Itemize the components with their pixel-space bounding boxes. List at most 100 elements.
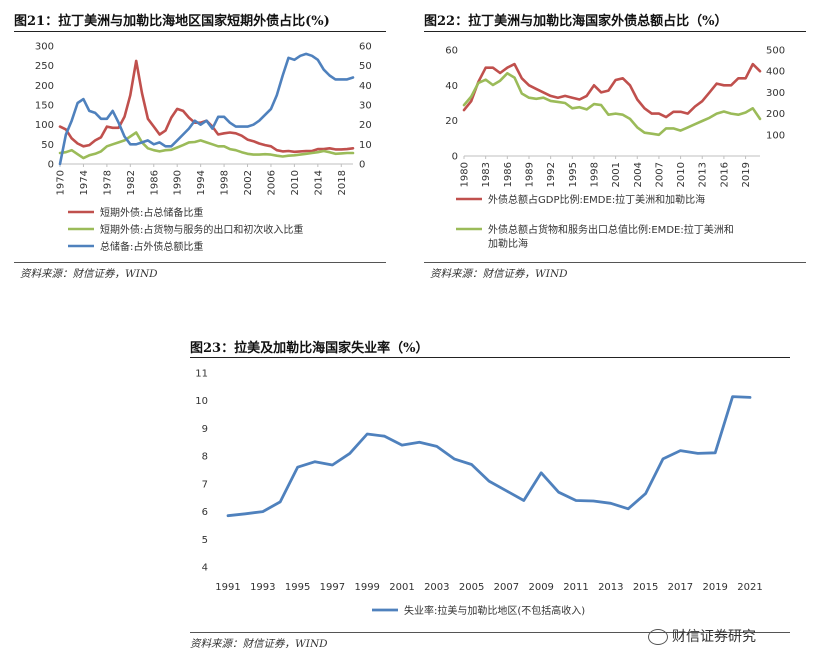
series-line-1 (226, 395, 752, 518)
x-tick-label: 2015 (633, 582, 658, 593)
y-right-tick-label: 300 (766, 88, 785, 99)
watermark: 财信证券研究 (648, 626, 756, 646)
y-right-tick-label: 100 (766, 130, 785, 141)
y-right-tick-label: 500 (766, 46, 785, 57)
x-tick-label: 2001 (611, 162, 622, 187)
y-right-tick-label: 20 (359, 120, 372, 131)
x-tick-label: 1995 (568, 162, 579, 187)
x-tick-label: 2014 (313, 170, 324, 195)
x-tick-label: 1982 (126, 170, 137, 195)
chart22-title: 图22：拉丁美洲与加勒比海国家外债总额占比（%） (424, 14, 728, 29)
x-tick-label: 1998 (589, 162, 600, 187)
x-tick-label: 1980 (460, 162, 471, 187)
x-tick-label: 1990 (173, 170, 184, 195)
series-line-2 (58, 131, 355, 160)
x-tick-label: 2005 (459, 582, 484, 593)
chart21-bottom-rule (14, 262, 386, 263)
chart23: 4 5 6 7 8 9 10 11 1991 1993 1995 1997 1999 2001 2003 20… (195, 369, 762, 618)
x-tick-label: 1983 (481, 162, 492, 187)
x-tick-label: 1989 (524, 162, 535, 187)
y-left-tick-label: 200 (35, 81, 54, 92)
y-right-tick-label: 60 (359, 42, 372, 53)
y-left-tick-label: 300 (35, 42, 54, 53)
y-tick-label: 9 (202, 424, 208, 435)
x-tick-label: 2006 (266, 170, 277, 195)
y-left-tick-label: 100 (35, 120, 54, 131)
chart23-title: 图23：拉美及加勒比海国家失业率（%） (190, 341, 429, 356)
chart22: 0 20 40 60 100 200 300 400 500 1980 1983 1986 1989 19… (445, 46, 785, 251)
chart21-source: 资料来源：财信证券，WIND (20, 268, 158, 280)
y-tick-label: 6 (202, 507, 208, 518)
x-tick-label: 2018 (337, 170, 348, 195)
legend-label-1: 失业率:拉美与加勒比地区(不包括高收入) (404, 604, 585, 617)
x-tick-label: 1998 (220, 170, 231, 195)
chart21: 0 50 100 150 200 250 300 0 10 20 30 40 50 60 1970 1974 1… (35, 42, 372, 254)
x-tick-label: 2001 (389, 582, 414, 593)
y-tick-label: 7 (202, 479, 208, 490)
x-tick-label: 2007 (654, 162, 665, 187)
y-right-tick-label: 400 (766, 67, 785, 78)
y-left-tick-label: 250 (35, 61, 54, 72)
x-tick-label: 1970 (56, 170, 67, 195)
legend-label-2: 外债总额占货物和服务出口总值比例:EMDE:拉丁美洲和 (488, 223, 734, 236)
y-left-tick-label: 40 (445, 81, 458, 92)
series-line-1 (462, 62, 762, 119)
chart21-title-rule (14, 31, 386, 32)
x-tick-label: 2003 (424, 582, 449, 593)
y-right-tick-label: 40 (359, 81, 372, 92)
x-tick-label: 2017 (668, 582, 693, 593)
x-tick-label: 2016 (719, 162, 730, 187)
y-right-tick-label: 30 (359, 101, 372, 112)
x-tick-label: 2019 (702, 582, 727, 593)
y-right-tick-label: 50 (359, 61, 372, 72)
x-tick-label: 2019 (741, 162, 752, 187)
legend-label-1: 短期外债:占总储备比重 (100, 206, 203, 219)
y-left-tick-label: 0 (452, 152, 458, 163)
legend-label-1: 外债总额占GDP比例:EMDE:拉丁美洲和加勒比海 (488, 193, 705, 206)
wechat-icon (648, 629, 668, 645)
chart23-bottom-rule (190, 632, 790, 633)
x-tick-label: 2011 (563, 582, 588, 593)
watermark-text: 财信证券研究 (672, 629, 756, 645)
series-line-2 (462, 71, 762, 137)
y-left-tick-label: 150 (35, 101, 54, 112)
y-tick-label: 5 (202, 535, 208, 546)
y-right-tick-label: 10 (359, 140, 372, 151)
x-tick-label: 2007 (494, 582, 519, 593)
x-tick-label: 1992 (546, 162, 557, 187)
x-tick-label: 1991 (215, 582, 240, 593)
x-tick-label: 2002 (243, 170, 254, 195)
series-line-3 (58, 52, 355, 166)
x-tick-label: 2010 (290, 170, 301, 195)
y-left-tick-label: 20 (445, 116, 458, 127)
x-tick-label: 2009 (528, 582, 553, 593)
legend-label-2: 短期外债:占货物与服务的出口和初次收入比重 (100, 223, 303, 236)
legend-label-3: 总储备:占外债总额比重 (100, 240, 203, 253)
x-tick-label: 2013 (698, 162, 709, 187)
y-left-tick-label: 60 (445, 46, 458, 57)
series-line-1 (58, 59, 355, 154)
y-right-tick-label: 0 (359, 160, 365, 171)
x-tick-label: 1986 (149, 170, 160, 195)
chart22-source: 资料来源：财信证券，WIND (430, 268, 568, 280)
chart22-title-rule (424, 31, 806, 32)
y-tick-label: 10 (195, 396, 208, 407)
x-tick-label: 1986 (503, 162, 514, 187)
chart21-title: 图21：拉丁美洲与加勒比海地区国家短期外债占比(%) (14, 14, 330, 29)
x-tick-label: 1999 (354, 582, 379, 593)
x-tick-label: 1995 (285, 582, 310, 593)
x-tick-label: 2021 (737, 582, 762, 593)
chart22-bottom-rule (424, 262, 806, 263)
y-left-tick-label: 0 (48, 160, 54, 171)
y-tick-label: 11 (195, 369, 208, 380)
chart23-title-rule (190, 357, 790, 358)
legend-label-2: 加勒比海 (488, 237, 528, 250)
x-tick-label: 1997 (320, 582, 345, 593)
x-tick-label: 2010 (676, 162, 687, 187)
x-tick-label: 1993 (250, 582, 275, 593)
x-tick-label: 1994 (196, 170, 207, 195)
chart23-source: 资料来源：财信证券，WIND (190, 638, 328, 650)
x-tick-label: 1974 (79, 170, 90, 195)
x-tick-label: 2013 (598, 582, 623, 593)
y-right-tick-label: 200 (766, 109, 785, 120)
